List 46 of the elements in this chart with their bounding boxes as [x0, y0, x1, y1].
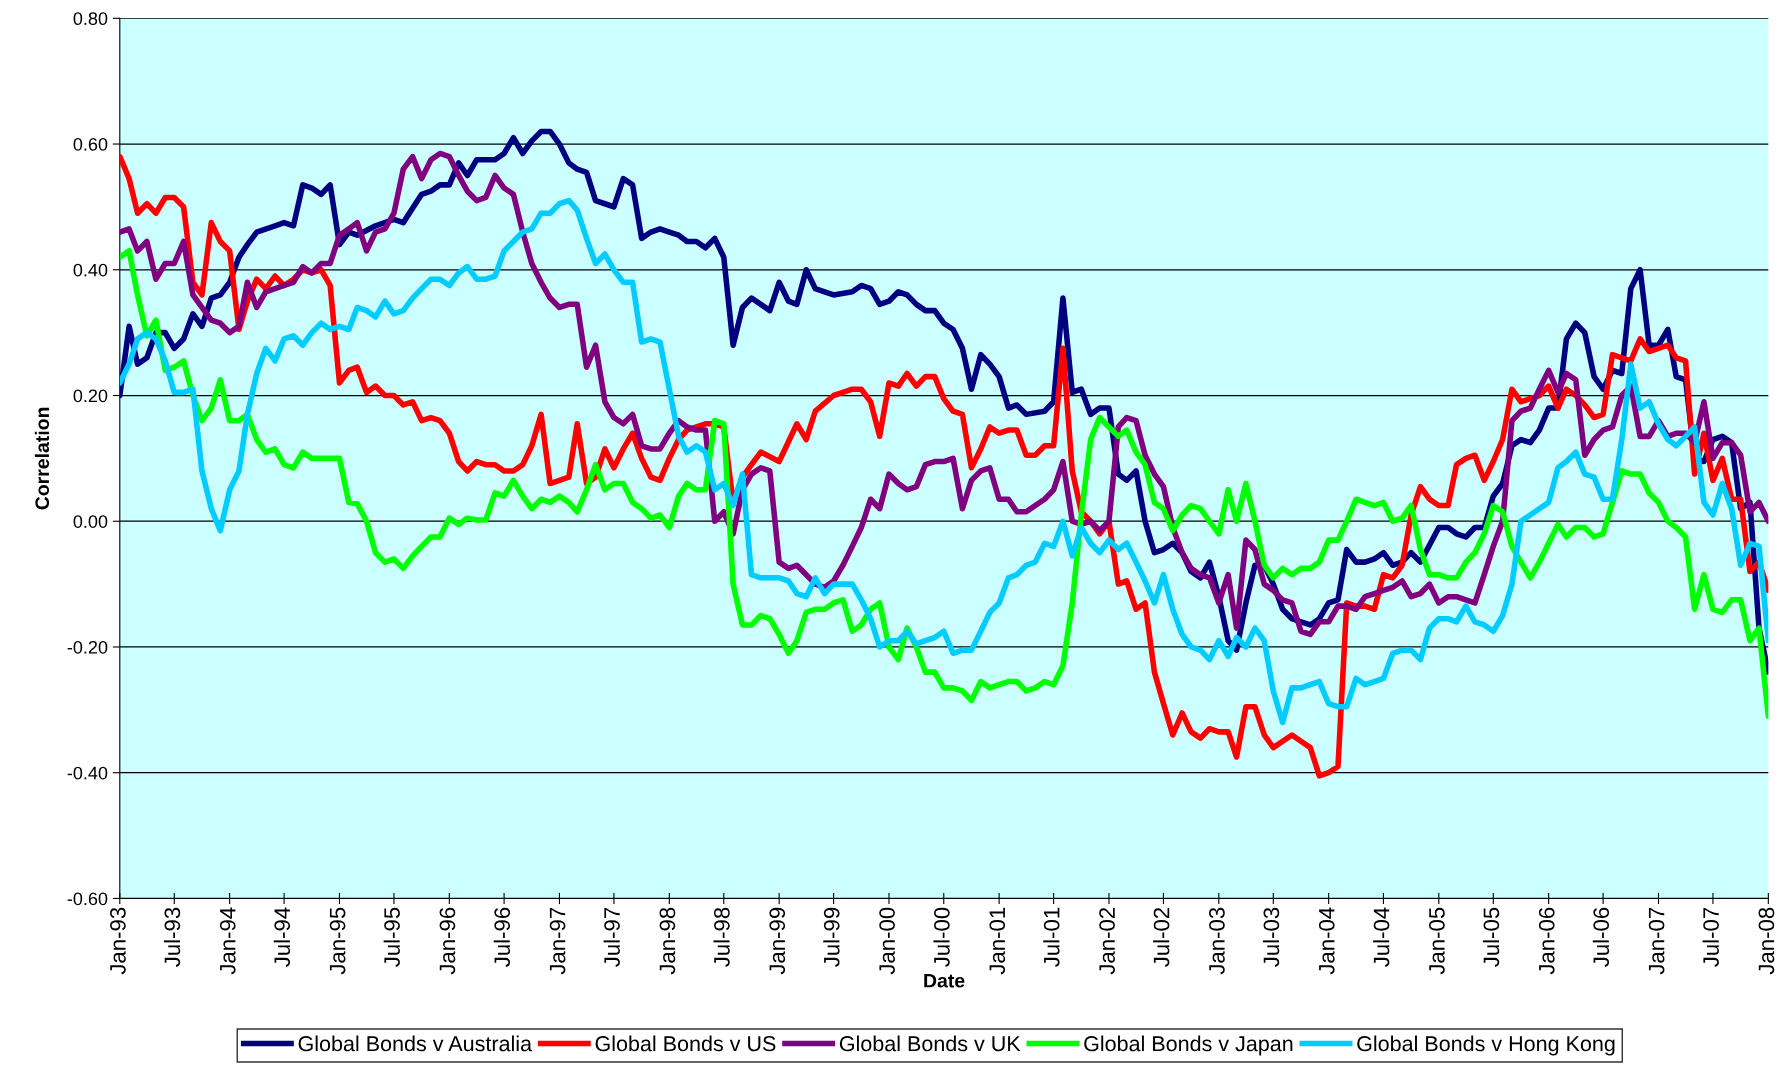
x-tick-label: Jan-03	[1209, 907, 1225, 975]
x-tick-label: Jan-93	[110, 907, 126, 975]
x-tick-label: Jan-98	[659, 907, 676, 975]
x-tick-label: Jan-08	[1758, 907, 1775, 975]
x-tick-label: Jan-02	[1099, 907, 1115, 975]
x-tick-label: Jul-95	[383, 907, 400, 967]
x-tick-label: Jul-04	[1373, 907, 1390, 967]
x-tick-label: Jan-00	[879, 907, 895, 975]
x-tick-label: Jul-96	[493, 907, 511, 967]
y-tick-label: 0.80	[73, 12, 108, 26]
legend-label: Global Bonds v Hong Kong	[1357, 1035, 1615, 1056]
x-tick-label: Jul-97	[603, 907, 620, 967]
y-axis-title: Correlation	[34, 407, 50, 510]
x-tick-label: Jan-95	[329, 907, 346, 975]
x-tick-label: Jan-01	[989, 907, 1006, 975]
x-tick-label: Jul-99	[823, 907, 840, 967]
y-tick-label: -0.40	[67, 766, 108, 780]
x-tick-label: Jul-98	[713, 907, 730, 967]
legend-label: Global Bonds v Australia	[298, 1035, 533, 1052]
x-tick-label: Jul-94	[273, 907, 291, 967]
x-tick-label: Jan-99	[769, 907, 786, 975]
y-tick-label: 0.60	[73, 137, 108, 151]
y-tick-label: 0.00	[73, 515, 108, 528]
y-tick-label: 0.20	[73, 389, 108, 403]
y-tick-label: -0.60	[67, 892, 108, 906]
x-tick-label: Jan-97	[549, 907, 566, 975]
x-tick-label: Jul-05	[1482, 907, 1500, 967]
x-tick-label: Jul-02	[1153, 907, 1170, 967]
x-axis-title: Date	[924, 973, 965, 988]
y-tick-label: -0.20	[67, 640, 108, 654]
x-tick-label: Jan-05	[1429, 907, 1445, 975]
legend-label: Global Bonds v UK	[839, 1035, 1021, 1052]
x-tick-label: Jul-03	[1262, 907, 1280, 967]
x-tick-label: Jan-96	[439, 907, 456, 975]
x-tick-label: Jan-94	[219, 907, 236, 975]
x-tick-label: Jan-06	[1538, 907, 1555, 975]
x-tick-label: Jul-06	[1592, 907, 1610, 967]
x-tick-label: Jul-93	[163, 907, 181, 967]
x-tick-label: Jan-04	[1318, 907, 1335, 975]
x-tick-label: Jul-07	[1702, 907, 1719, 967]
x-tick-label: Jul-00	[933, 907, 950, 967]
legend-label: Global Bonds v Japan	[1084, 1035, 1293, 1056]
legend-label: Global Bonds v US	[595, 1035, 776, 1052]
x-tick-label: Jul-01	[1043, 907, 1060, 967]
y-tick-label: 0.40	[73, 263, 108, 277]
x-tick-label: Jan-07	[1648, 907, 1665, 975]
